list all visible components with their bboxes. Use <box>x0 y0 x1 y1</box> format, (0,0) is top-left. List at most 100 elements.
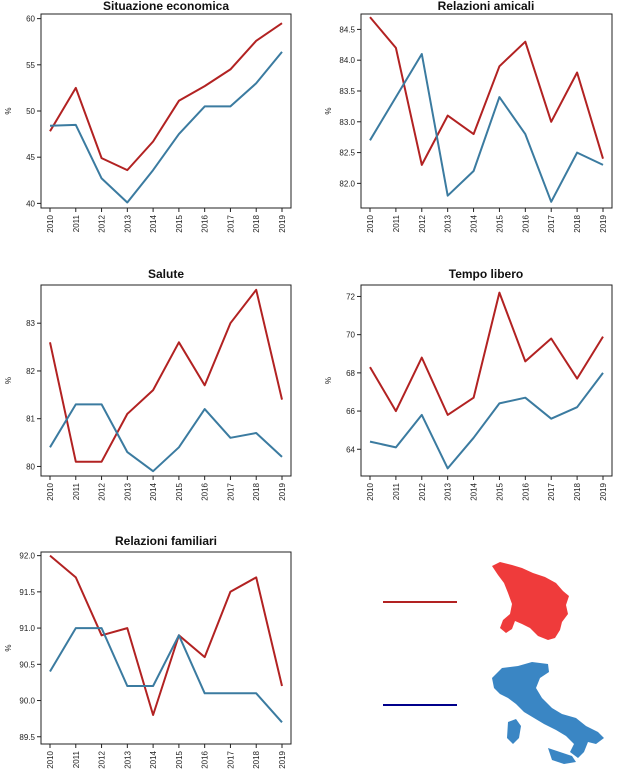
x-tick-label: 2012 <box>98 214 107 232</box>
x-tick-label: 2013 <box>444 482 453 500</box>
y-tick-label: 84.0 <box>339 56 355 65</box>
x-tick-label: 2013 <box>444 214 453 232</box>
chart-panel-2: Relazioni amicali 82.0 82.5 83.0 83.5 84.0 84.… <box>324 0 613 233</box>
x-tick-label: 2019 <box>278 750 287 768</box>
x-tick-label: 2017 <box>226 482 235 500</box>
plot-frame <box>360 13 613 209</box>
tuscany-map-icon <box>492 562 569 640</box>
series-line-italia <box>369 372 604 470</box>
y-tick-label: 40 <box>26 199 35 208</box>
y-tick-label: 92.0 <box>19 552 35 561</box>
x-tick-label: 2017 <box>547 482 556 500</box>
x-tick-label: 2010 <box>366 214 375 232</box>
chart-title: Salute <box>148 267 184 281</box>
y-tick-label: 60 <box>26 15 35 24</box>
chart-panel-3: Salute 80 81 82 83% 2010 2011 2012 2013 2014 2015 2… <box>4 267 292 501</box>
x-tick-label: 2010 <box>46 750 55 768</box>
x-tick-label: 2018 <box>573 482 582 500</box>
x-tick-label: 2018 <box>252 482 261 500</box>
x-tick-label: 2015 <box>175 214 184 232</box>
x-tick-label: 2018 <box>252 214 261 232</box>
x-tick-label: 2010 <box>46 214 55 232</box>
chart-panel-5: Relazioni familiari 89.5 90.0 90.5 91.0 91.5 9… <box>4 534 292 769</box>
x-tick-label: 2016 <box>201 214 210 232</box>
y-tick-label: 81 <box>26 415 35 424</box>
x-tick-label: 2014 <box>149 214 158 232</box>
x-tick-label: 2014 <box>149 750 158 768</box>
x-tick-label: 2015 <box>175 750 184 768</box>
x-tick-label: 2011 <box>72 482 81 500</box>
x-tick-label: 2017 <box>226 214 235 232</box>
y-axis-label: % <box>324 377 333 384</box>
y-axis-label: % <box>4 644 13 651</box>
x-tick-label: 2016 <box>201 482 210 500</box>
series-line-toscana <box>369 291 604 416</box>
series-line-toscana <box>49 22 283 172</box>
x-tick-label: 2011 <box>72 750 81 768</box>
series-line-italia <box>49 51 283 204</box>
x-tick-label: 2013 <box>123 750 132 768</box>
series-line-italia <box>369 53 604 203</box>
x-tick-label: 2017 <box>547 214 556 232</box>
x-tick-label: 2019 <box>278 214 287 232</box>
chart-title: Relazioni amicali <box>438 0 535 13</box>
x-tick-label: 2014 <box>470 214 479 232</box>
plot-frame <box>40 284 292 477</box>
x-tick-label: 2015 <box>495 482 504 500</box>
y-tick-label: 70 <box>346 331 355 340</box>
y-tick-label: 50 <box>26 107 35 116</box>
chart-panel-4: Tempo libero 64 66 68 70 72% 2010 2011 2012 2013 2… <box>324 267 613 501</box>
x-tick-label: 2014 <box>470 482 479 500</box>
x-tick-label: 2013 <box>123 482 132 500</box>
x-tick-label: 2013 <box>123 214 132 232</box>
y-axis-label: % <box>4 107 13 114</box>
y-tick-label: 83 <box>26 319 35 328</box>
x-tick-label: 2012 <box>418 214 427 232</box>
x-tick-label: 2019 <box>278 482 287 500</box>
y-tick-label: 90.0 <box>19 697 35 706</box>
y-tick-label: 91.5 <box>19 588 35 597</box>
chart-title: Relazioni familiari <box>115 534 217 548</box>
x-tick-label: 2010 <box>46 482 55 500</box>
chart-panel-1: Situazione economica 40 45 50 55 60% 2010 2011 2… <box>4 0 292 233</box>
y-tick-label: 66 <box>346 407 355 416</box>
series-line-italia <box>49 627 283 723</box>
italy-map-shape <box>492 662 604 758</box>
italy-map-icon <box>492 662 604 764</box>
x-tick-label: 2015 <box>495 214 504 232</box>
x-tick-label: 2014 <box>149 482 158 500</box>
x-tick-label: 2012 <box>418 482 427 500</box>
series-line-italia <box>49 403 283 473</box>
y-tick-label: 82 <box>26 367 35 376</box>
y-tick-label: 82.5 <box>339 149 355 158</box>
x-tick-label: 2019 <box>599 214 608 232</box>
chart-title: Situazione economica <box>103 0 229 13</box>
y-tick-label: 72 <box>346 292 355 301</box>
chart-title: Tempo libero <box>449 267 523 281</box>
charts-container: Situazione economica 40 45 50 55 60% 2010 2011 2… <box>4 0 613 769</box>
y-tick-label: 82.0 <box>339 179 355 188</box>
x-tick-label: 2012 <box>98 482 107 500</box>
series-line-toscana <box>49 288 283 463</box>
x-tick-label: 2019 <box>599 482 608 500</box>
plot-frame <box>40 551 292 745</box>
tuscany-map-shape <box>492 562 569 640</box>
x-tick-label: 2016 <box>201 750 210 768</box>
sicily-map-shape <box>548 748 576 764</box>
x-tick-label: 2011 <box>392 214 401 232</box>
y-tick-label: 68 <box>346 369 355 378</box>
x-tick-label: 2016 <box>521 214 530 232</box>
y-tick-label: 91.0 <box>19 624 35 633</box>
plot-frame <box>360 284 613 477</box>
x-tick-label: 2016 <box>521 482 530 500</box>
y-tick-label: 83.0 <box>339 118 355 127</box>
y-tick-label: 45 <box>26 153 35 162</box>
x-tick-label: 2018 <box>252 750 261 768</box>
y-tick-label: 80 <box>26 462 35 471</box>
x-tick-label: 2017 <box>226 750 235 768</box>
x-tick-label: 2011 <box>72 214 81 232</box>
x-tick-label: 2012 <box>98 750 107 768</box>
x-tick-label: 2018 <box>573 214 582 232</box>
series-line-toscana <box>369 16 604 166</box>
